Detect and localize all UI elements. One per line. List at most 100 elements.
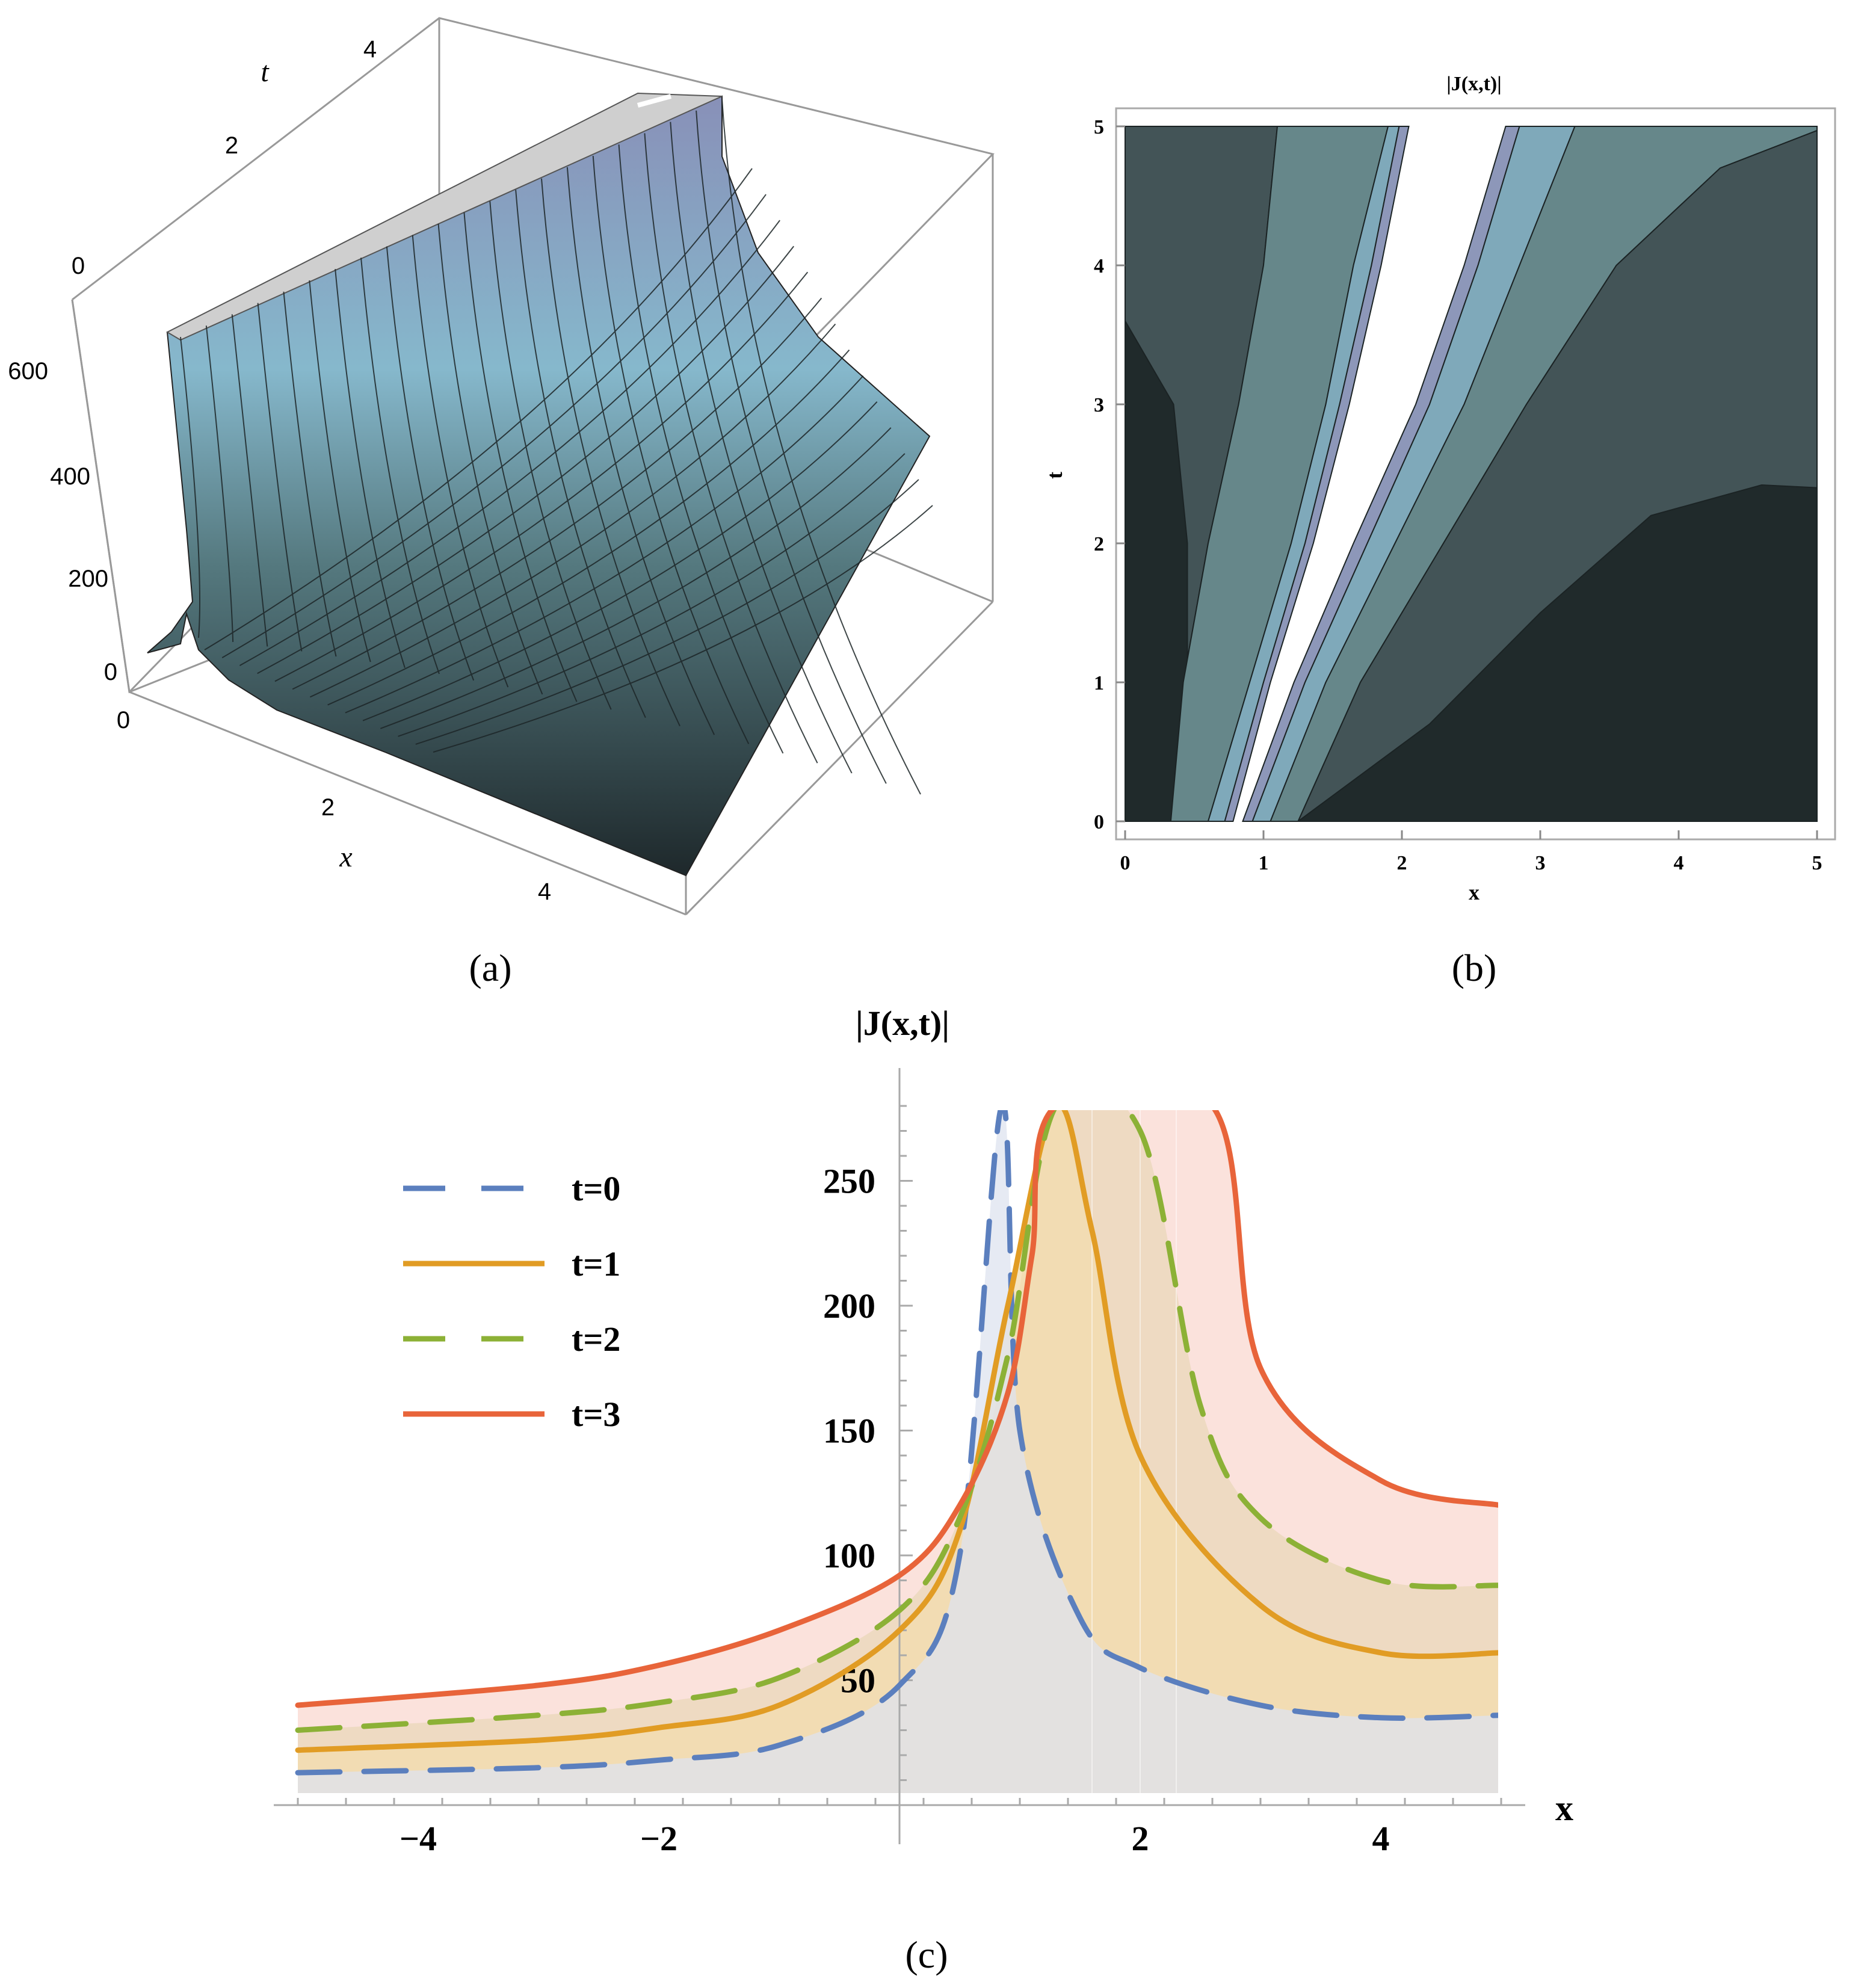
panel-a-mesh-line-x — [327, 349, 850, 706]
panel-c-legend-label: t=0 — [572, 1169, 620, 1208]
panel-b-y-tick-label: 4 — [1094, 255, 1104, 277]
panel-b-x-tick-label: 1 — [1259, 852, 1269, 874]
panel-a-mesh-line-t — [205, 326, 234, 642]
panel-c-area-fills — [298, 1110, 1498, 1793]
panel-a-mesh-line-t — [489, 201, 612, 710]
panel-a-mesh-line-x — [204, 168, 753, 650]
panel-c-series-lines — [295, 1110, 1498, 1776]
panel-a-mesh-line-t — [515, 190, 646, 718]
panel-b-y-tick-label: 0 — [1094, 811, 1104, 833]
panel-b-contour-bands — [1125, 126, 1818, 822]
panel-a-mesh-line-x — [380, 427, 892, 729]
panel-c-x-tick-label: −4 — [400, 1819, 437, 1858]
panel-c-line-t3 — [295, 1110, 1498, 1708]
panel-a-x-axis-label: x — [339, 841, 352, 873]
panel-a-mesh-line-x — [221, 194, 767, 658]
panel-b-x-tick-label: 2 — [1397, 852, 1407, 874]
panel-a-mesh-line-x — [257, 245, 795, 675]
panel-c-fill-t0 — [298, 1110, 1498, 1793]
panel-c-legend-label: t=3 — [572, 1395, 620, 1434]
panel-a-z-tick-400: 400 — [50, 463, 90, 490]
panel-c-legend: t=0 t=1 t=2 t=3 — [403, 1169, 620, 1434]
panel-c-y-tick-label: 100 — [823, 1536, 875, 1575]
panel-a-mesh-line-x — [239, 220, 780, 667]
panel-b-y-tick-label: 1 — [1094, 672, 1104, 694]
panel-b-x-tick-label: 3 — [1535, 852, 1546, 874]
panel-a-caption: (a) — [469, 946, 511, 989]
panel-c-x-tick-label: 4 — [1372, 1819, 1390, 1858]
panel-a-mesh-line-t — [180, 336, 200, 638]
panel-a-t-tick-2: 2 — [225, 132, 238, 159]
panel-a-mesh-line-t — [283, 291, 337, 657]
panel-a-mesh-line-t — [309, 280, 371, 662]
panel-c-line-t2 — [295, 1110, 1498, 1733]
panel-a-mesh-line-x — [362, 401, 878, 721]
panel-b-caption: (b) — [1452, 946, 1497, 989]
panel-a-ridge-highlight — [637, 94, 672, 108]
panel-a-mesh-line-t — [231, 314, 268, 647]
panel-a-mesh-line-t — [335, 269, 406, 668]
contour-band-right-dark — [1296, 484, 1818, 822]
panel-a-t-axis-label: t — [261, 56, 270, 88]
panel-b-contour-plot: 0 1 2 3 4 5 0 1 2 3 4 5 |J(x,t)| x t (b) — [1043, 73, 1836, 989]
panel-a-mesh-line-t — [412, 235, 509, 688]
panel-a-mesh-line-t — [644, 133, 818, 764]
panel-c-caption: (c) — [905, 1933, 948, 1976]
panel-c-x-tick-label: −2 — [640, 1819, 677, 1858]
panel-c-y-tick-label: 200 — [823, 1286, 875, 1326]
panel-a-mesh-line-x — [345, 375, 864, 714]
panel-c-y-tick-label: 50 — [841, 1661, 875, 1700]
panel-a-x-tick-4: 4 — [538, 878, 551, 905]
panel-a-z-tick-200: 200 — [68, 566, 108, 592]
panel-a-mesh-line-t — [566, 167, 715, 735]
panel-a-mesh — [180, 99, 933, 795]
panel-a-mesh-line-x — [292, 297, 822, 690]
panel-c-axes: −4 −2 2 4 50 100 150 200 250 — [274, 1068, 1525, 1858]
panel-c-line-t0 — [295, 1110, 1498, 1776]
panel-a-mesh-line-t — [463, 212, 578, 702]
panel-a-mesh-line-t — [386, 246, 475, 681]
panel-c-legend-label: t=2 — [572, 1320, 620, 1359]
contour-band-left-violet — [1224, 126, 1410, 822]
panel-a-t-tick-4: 4 — [363, 36, 377, 63]
panel-b-title: |J(x,t)| — [1446, 73, 1501, 95]
panel-b-x-tick-label: 0 — [1120, 852, 1131, 874]
panel-a-surface-plot: 600 400 200 0 0 2 4 t 0 2 4 x (a) — [8, 17, 995, 989]
panel-a-x-tick-2: 2 — [321, 794, 335, 821]
panel-a-surface — [147, 95, 931, 877]
panel-b-y-tick-label: 3 — [1094, 394, 1104, 416]
panel-c-legend-label: t=1 — [572, 1244, 620, 1283]
panel-b-x-tick-label: 5 — [1812, 852, 1822, 874]
panel-a-t-tick-0: 0 — [72, 253, 85, 279]
panel-a-mesh-line-t — [696, 110, 887, 784]
panel-a-mesh-line-t — [257, 303, 303, 652]
panel-a-mesh-line-x — [433, 505, 933, 753]
panel-c-fill-t1 — [298, 1110, 1498, 1793]
panel-a-mesh-line-t — [437, 223, 543, 695]
panel-c-line-t1 — [295, 1110, 1498, 1753]
panel-c-y-tick-label: 250 — [823, 1162, 875, 1201]
panel-b-x-tick-label: 4 — [1674, 852, 1684, 874]
panel-b-y-tick-label: 2 — [1094, 533, 1104, 555]
panel-c-x-tick-label: 2 — [1132, 1819, 1149, 1858]
panel-c-x-axis-label: x — [1555, 1788, 1573, 1828]
panel-a-x-tick-0: 0 — [117, 707, 130, 733]
panel-a-mesh-line-t — [670, 122, 853, 774]
panel-c-title: |J(x,t)| — [856, 1004, 949, 1043]
panel-a-mesh-line-t — [592, 155, 750, 744]
panel-b-ticks: 0 1 2 3 4 5 0 1 2 3 4 5 — [1094, 116, 1822, 874]
panel-b-y-axis-label: t — [1043, 472, 1067, 479]
panel-c-y-tick-label: 150 — [823, 1412, 875, 1451]
panel-a-z-tick-600: 600 — [8, 358, 48, 384]
panel-a-mesh-line-x — [398, 453, 906, 737]
panel-a-ridge-top — [165, 92, 723, 341]
panel-b-x-axis-label: x — [1469, 880, 1480, 904]
panel-a-mesh-line-t — [360, 258, 440, 675]
panel-b-y-tick-label: 5 — [1094, 116, 1104, 138]
panel-a-mesh-line-x — [274, 271, 809, 682]
panel-a-mesh-line-x — [309, 323, 836, 698]
panel-a-mesh-line-t — [618, 144, 784, 754]
panel-a-z-tick-0: 0 — [104, 659, 117, 685]
